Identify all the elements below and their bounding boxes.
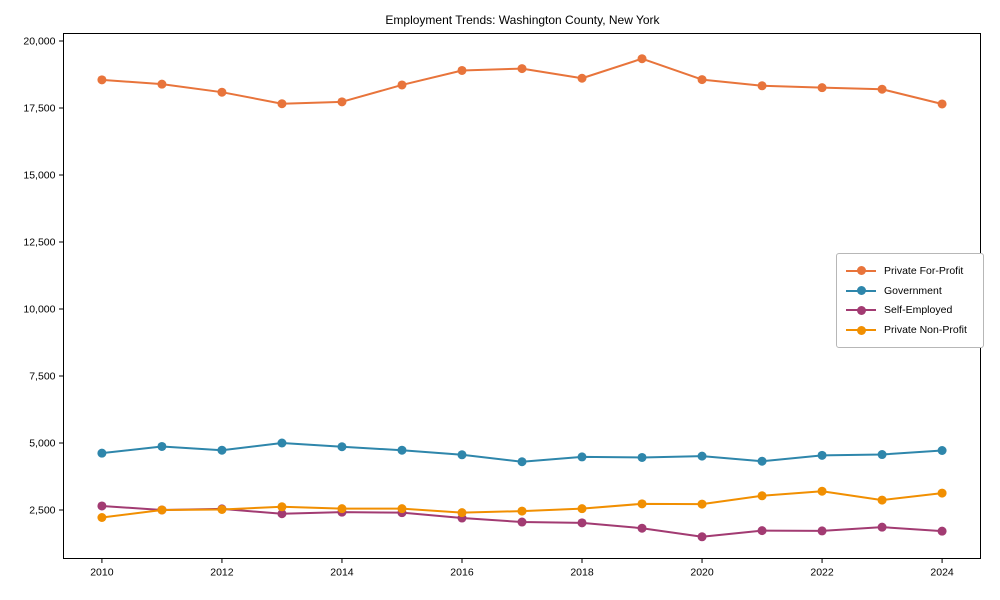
data-point-government-2015 [397, 445, 407, 455]
data-point-government-2012 [217, 445, 227, 455]
data-point-government-2022 [817, 450, 827, 460]
x-tick-label: 2012 [210, 567, 234, 579]
legend-marker-icon [846, 286, 876, 296]
x-tick-label: 2010 [90, 567, 114, 579]
data-point-government-2019 [637, 452, 647, 462]
legend-label: Private For-Profit [884, 264, 964, 277]
data-point-private-non-profit-2024 [937, 488, 947, 498]
data-point-private-non-profit-2015 [397, 504, 407, 514]
data-point-government-2017 [517, 457, 527, 467]
data-point-private-non-profit-2011 [157, 505, 167, 515]
data-point-government-2013 [277, 438, 287, 448]
data-point-government-2011 [157, 441, 167, 451]
legend-label: Self-Employed [884, 304, 953, 317]
legend-item-government: Government [846, 281, 974, 301]
data-point-private-for-profit-2011 [157, 79, 167, 89]
data-point-private-for-profit-2015 [397, 80, 407, 90]
data-point-private-for-profit-2010 [97, 75, 107, 85]
y-tick-label: 5,000 [29, 438, 55, 450]
data-point-government-2010 [97, 448, 107, 458]
data-point-self-employed-2024 [937, 526, 947, 536]
data-point-private-for-profit-2012 [217, 87, 227, 97]
data-point-private-non-profit-2013 [277, 502, 287, 512]
legend-item-private-non-profit: Private Non-Profit [846, 320, 974, 340]
data-point-self-employed-2017 [517, 517, 527, 527]
data-point-government-2014 [337, 442, 347, 452]
data-point-government-2023 [877, 450, 887, 460]
y-tick-label: 17,500 [23, 103, 55, 115]
legend-marker-icon [846, 325, 876, 335]
data-point-private-for-profit-2014 [337, 97, 347, 107]
data-point-government-2016 [457, 450, 467, 460]
legend-label: Private Non-Profit [884, 324, 967, 337]
y-tick-label: 7,500 [29, 371, 55, 383]
data-point-self-employed-2018 [577, 518, 587, 528]
data-point-private-non-profit-2010 [97, 512, 107, 522]
x-tick-label: 2016 [450, 567, 474, 579]
data-point-private-for-profit-2019 [637, 54, 647, 64]
data-point-private-non-profit-2023 [877, 495, 887, 505]
data-point-private-for-profit-2013 [277, 99, 287, 109]
data-point-government-2024 [937, 445, 947, 455]
data-point-private-for-profit-2016 [457, 65, 467, 75]
data-point-private-non-profit-2021 [757, 491, 767, 501]
x-tick-label: 2020 [690, 567, 714, 579]
y-tick-label: 20,000 [23, 36, 55, 48]
data-point-private-for-profit-2022 [817, 83, 827, 93]
data-point-self-employed-2023 [877, 522, 887, 532]
legend-item-self-employed: Self-Employed [846, 301, 974, 321]
data-point-private-non-profit-2019 [637, 499, 647, 509]
data-point-self-employed-2020 [697, 532, 707, 542]
data-point-private-for-profit-2020 [697, 75, 707, 85]
data-point-self-employed-2010 [97, 501, 107, 511]
data-point-government-2020 [697, 451, 707, 461]
data-point-private-non-profit-2014 [337, 504, 347, 514]
data-point-government-2018 [577, 452, 587, 462]
x-tick-label: 2022 [810, 567, 834, 579]
data-point-self-employed-2019 [637, 523, 647, 533]
data-point-government-2021 [757, 456, 767, 466]
y-tick-label: 10,000 [23, 304, 55, 316]
x-tick-label: 2024 [930, 567, 954, 579]
data-point-private-for-profit-2018 [577, 73, 587, 83]
data-point-private-non-profit-2016 [457, 508, 467, 518]
data-point-private-non-profit-2017 [517, 506, 527, 516]
chart-title: Employment Trends: Washington County, Ne… [385, 13, 660, 27]
x-tick-label: 2014 [330, 567, 354, 579]
data-point-private-non-profit-2020 [697, 499, 707, 509]
legend: Private For-Profit Government Self-Employe… [836, 253, 984, 348]
data-point-private-non-profit-2012 [217, 504, 227, 514]
data-point-private-non-profit-2022 [817, 486, 827, 496]
data-point-self-employed-2013 [277, 509, 287, 519]
legend-marker-icon [846, 305, 876, 315]
data-point-private-for-profit-2023 [877, 84, 887, 94]
legend-marker-icon [846, 266, 876, 276]
x-tick-label: 2018 [570, 567, 594, 579]
y-tick-label: 2,500 [29, 505, 55, 517]
legend-label: Government [884, 284, 942, 297]
data-point-private-non-profit-2018 [577, 504, 587, 514]
legend-item-private-for-profit: Private For-Profit [846, 261, 974, 281]
data-point-private-for-profit-2024 [937, 99, 947, 109]
data-point-self-employed-2022 [817, 526, 827, 536]
data-point-private-for-profit-2021 [757, 81, 767, 91]
y-tick-label: 15,000 [23, 170, 55, 182]
data-point-private-for-profit-2017 [517, 64, 527, 74]
data-point-self-employed-2021 [757, 526, 767, 536]
y-tick-label: 12,500 [23, 237, 55, 249]
